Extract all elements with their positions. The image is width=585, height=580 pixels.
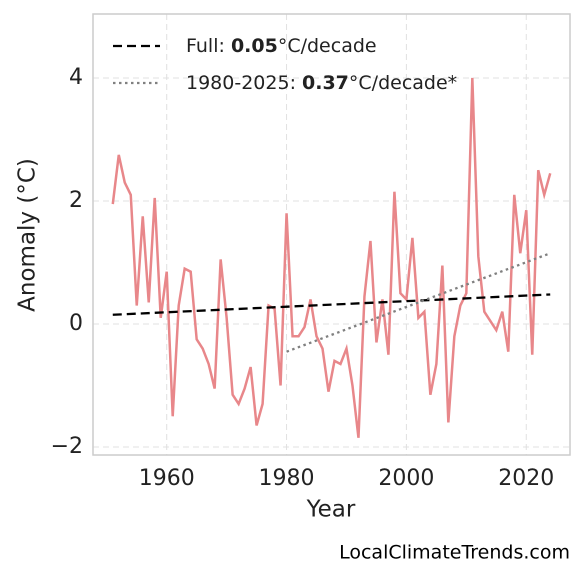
legend-text: Full: bbox=[186, 35, 231, 57]
series-line bbox=[112, 293, 551, 316]
y-tick-label: 4 bbox=[69, 65, 83, 90]
x-tick-label: 1960 bbox=[139, 466, 195, 491]
series-line bbox=[111, 77, 552, 438]
y-axis-label: Anomaly (°C) bbox=[15, 158, 41, 312]
y-tick-label: −2 bbox=[51, 434, 83, 459]
legend-label: 1980-2025: 0.37°C/decade* bbox=[186, 72, 457, 94]
legend-text: 0.05 bbox=[231, 35, 278, 57]
series-line bbox=[286, 252, 551, 353]
legend-label: Full: 0.05°C/decade bbox=[186, 35, 377, 57]
plot-frame bbox=[92, 13, 571, 456]
x-tick-label: 1980 bbox=[259, 466, 315, 491]
legend-text: 0.37 bbox=[302, 72, 349, 94]
legend-text: 1980-2025: bbox=[186, 72, 302, 94]
watermark: LocalClimateTrends.com bbox=[339, 542, 570, 564]
x-tick-label: 2000 bbox=[378, 466, 434, 491]
x-axis-label: Year bbox=[306, 497, 356, 523]
y-tick-label: 2 bbox=[69, 188, 83, 213]
x-tick-label: 2020 bbox=[498, 466, 554, 491]
y-tick-label: 0 bbox=[69, 311, 83, 336]
legend-text: °C/decade* bbox=[349, 72, 457, 94]
legend-text: °C/decade bbox=[278, 35, 377, 57]
